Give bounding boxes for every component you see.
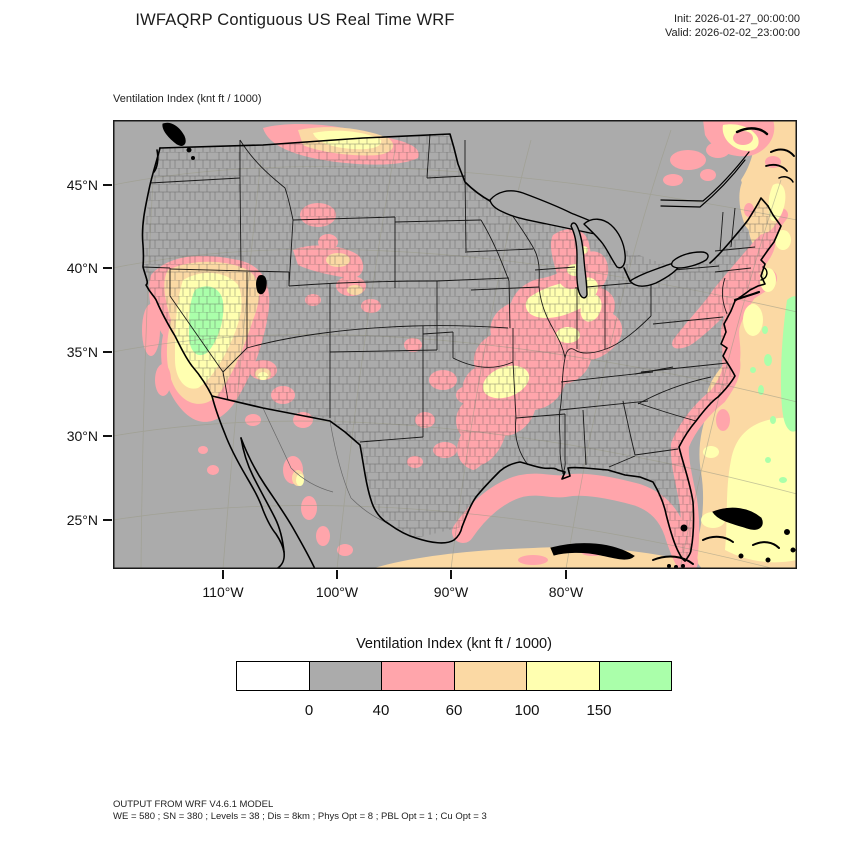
lat-label-35n: 35°N [66,344,98,360]
lat-tick [103,519,112,521]
lon-tick [565,570,567,579]
lake-ontario [670,251,709,269]
lon-label-80w: 80°W [548,584,584,600]
colorbar-seg-100-150 [527,662,600,690]
lat-tick [103,435,112,437]
lat-label-30n: 30°N [66,428,98,444]
lon-label-90w: 90°W [433,584,469,600]
lake-okeechobee [680,524,688,532]
lon-tick [336,570,338,579]
model-info-line2: WE = 580 ; SN = 380 ; Levels = 38 ; Dis … [113,811,487,822]
lat-tick [103,351,112,353]
map-frame [113,120,797,569]
map-subtitle: Ventilation Index (knt ft / 1000) [113,93,262,105]
islands [162,122,796,569]
great-lakes [489,190,709,299]
lat-tick [103,184,112,186]
page-title: IWFAQRP Contiguous US Real Time WRF [135,11,455,29]
legend-tick-60: 60 [445,702,463,719]
cuba [550,543,635,560]
legend-tick-150: 150 [586,702,612,719]
lat-label-40n: 40°N [66,260,98,276]
lon-tick [222,570,224,579]
valid-time: Valid: 2026-02-02_23:00:00 [665,27,800,39]
mexico-state-borders [262,407,389,524]
lon-label-110w: 110°W [202,584,244,600]
init-time: Init: 2026-01-27_00:00:00 [674,13,800,25]
map-plot-area [112,120,798,573]
legend-title: Ventilation Index (knt ft / 1000) [356,636,552,652]
model-info: OUTPUT FROM WRF V4.6.1 MODEL WE = 580 ; … [113,799,487,823]
lon-label-100w: 100°W [315,584,359,600]
legend-tick-40: 40 [372,702,390,719]
vancouver-island [162,122,186,146]
great-salt-lake [256,275,267,295]
lat-label-45n: 45°N [66,177,98,193]
legend-tick-100: 100 [514,702,540,719]
us-state-borders [142,133,756,475]
coastline-borders [141,133,782,570]
legend-tick-0: 0 [304,702,314,719]
lat-tick [103,267,112,269]
model-info-line1: OUTPUT FROM WRF V4.6.1 MODEL [113,799,274,810]
lake-michigan [570,222,588,299]
colorbar-seg-below-0 [237,662,310,690]
run-info: Init: 2026-01-27_00:00:00 Valid: 2026-02… [665,12,800,40]
conus-map-plot [112,120,798,573]
anticosti-island [735,127,769,136]
lake-huron [583,218,626,269]
hispaniola [712,507,763,530]
lon-tick [450,570,452,579]
colorbar-seg-over-150 [599,662,671,690]
lat-label-25n: 25°N [66,512,98,528]
colorbar-seg-40-60 [382,662,455,690]
legend-colorbar [236,661,672,691]
colorbar-seg-60-100 [454,662,527,690]
colorbar-seg-0-40 [309,662,382,690]
